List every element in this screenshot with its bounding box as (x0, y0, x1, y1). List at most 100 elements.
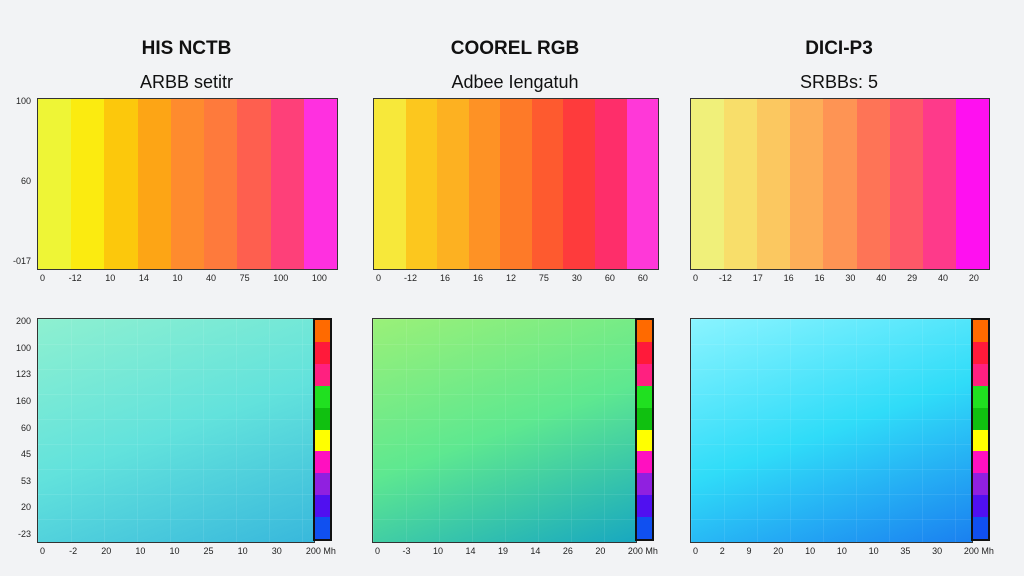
x-axis-ticks: 0 -12 16 16 12 75 30 60 60 (376, 273, 648, 283)
heatmap-column (437, 99, 469, 269)
heatmap-column (71, 99, 105, 269)
heatmap-panel (690, 98, 990, 270)
x-tick-label: 16 (472, 273, 483, 283)
colorbar-segment (315, 429, 330, 452)
x-tick-label: -12 (403, 273, 417, 283)
cell-grid (691, 319, 972, 542)
colorbar-segment (315, 473, 330, 496)
x-tick-label: 200 Mh (627, 546, 658, 556)
x-tick-label: 40 (206, 273, 217, 283)
heatmap-column (170, 99, 205, 269)
x-tick-label: 40 (938, 273, 949, 283)
y-tick-label: -23 (17, 529, 31, 539)
y-tick-label: 100 (15, 96, 31, 106)
colorbar (635, 318, 654, 541)
colorbar-segment (973, 341, 988, 364)
x-tick-label: 25 (203, 546, 214, 556)
x-tick-label: 9 (746, 546, 752, 556)
x-tick-label: 20 (968, 273, 979, 283)
x-tick-label: -2 (69, 546, 78, 556)
heatmap-column (856, 99, 890, 269)
x-axis-ticks: 0 -3 10 14 19 14 26 20 200 Mh (375, 546, 658, 556)
x-tick-label: 26 (562, 546, 573, 556)
x-tick-label: 10 (432, 546, 443, 556)
heatmap-column (38, 99, 72, 269)
x-tick-label: 20 (773, 546, 784, 556)
heatmap-column (790, 99, 824, 269)
x-tick-label: 75 (538, 273, 549, 283)
colorbar-segment (637, 473, 652, 496)
colorbar-segment (637, 429, 652, 452)
heatmap-column (889, 99, 923, 269)
heatmap-panel (37, 98, 338, 270)
heatmap-panel (690, 318, 973, 543)
x-axis-ticks: 0 2 9 20 10 10 10 35 30 200 Mh (693, 546, 994, 556)
y-tick-label: 160 (15, 395, 31, 406)
x-axis-ticks: 0 -2 20 10 10 25 10 30 200 Mh (40, 546, 336, 556)
x-tick-label: 0 (40, 546, 46, 556)
colorbar-segment (973, 363, 988, 386)
heatmap-column (137, 99, 171, 269)
x-tick-label: 20 (595, 546, 606, 556)
y-tick-label: 123 (15, 369, 31, 380)
colorbar-segment (973, 320, 988, 342)
x-tick-label: 10 (237, 546, 248, 556)
x-tick-label: 10 (105, 273, 116, 283)
heatmap-column (823, 99, 857, 269)
heatmap-column (303, 99, 337, 269)
colorbar-segment (637, 451, 652, 474)
y-tick-label: 45 (20, 449, 31, 460)
x-tick-label: 10 (172, 273, 183, 283)
x-axis-ticks: 0 -12 17 16 16 30 40 29 40 20 (693, 273, 979, 283)
x-tick-label: 100 (311, 273, 327, 283)
colorbar-segment (315, 495, 330, 518)
y-tick-label: 60 (20, 176, 31, 186)
colorbar-segment (637, 385, 652, 408)
x-tick-label: 0 (693, 546, 699, 556)
x-tick-label: -3 (402, 546, 411, 556)
colorbar-segment (315, 517, 330, 540)
colorbar-segment (637, 407, 652, 430)
x-tick-label: 60 (637, 273, 648, 283)
x-tick-label: 0 (40, 273, 46, 283)
x-tick-label: 75 (239, 273, 250, 283)
colorbar-segment (315, 320, 330, 342)
colorbar-segment (315, 341, 330, 364)
x-tick-label: 0 (375, 546, 381, 556)
x-tick-label: 30 (271, 546, 282, 556)
x-tick-label: 10 (169, 546, 180, 556)
colorbar (313, 318, 332, 541)
chart-subtitle: Adbee Iengatuh (451, 72, 579, 92)
x-tick-label: 10 (805, 546, 816, 556)
heatmap-column (237, 99, 271, 269)
colorbar-segment (973, 451, 988, 474)
heatmap-column (531, 99, 564, 269)
y-tick-label: 200 (15, 316, 31, 326)
heatmap-column (922, 99, 956, 269)
heatmap-column (691, 99, 725, 269)
x-tick-label: 35 (900, 546, 911, 556)
x-tick-label: 10 (868, 546, 879, 556)
x-tick-label: 14 (465, 546, 476, 556)
heatmap-column (500, 99, 532, 269)
heatmap-column (405, 99, 438, 269)
y-tick-label: 60 (20, 422, 31, 433)
heatmap-column (724, 99, 758, 269)
x-tick-label: 30 (845, 273, 856, 283)
heatmap-panel (372, 318, 637, 543)
x-tick-label: 0 (376, 273, 382, 283)
x-tick-label: 16 (783, 273, 794, 283)
x-tick-label: 0 (693, 273, 699, 283)
x-tick-label: -12 (718, 273, 732, 283)
x-tick-label: 30 (571, 273, 582, 283)
colorbar-segment (973, 407, 988, 430)
colorbar-segment (637, 341, 652, 364)
colorbar-segment (637, 495, 652, 518)
x-tick-label: 100 (273, 273, 289, 283)
colorbar (971, 318, 990, 541)
heatmap-column (563, 99, 595, 269)
x-tick-label: 16 (439, 273, 450, 283)
x-tick-label: 12 (505, 273, 516, 283)
y-tick-label: 100 (15, 342, 31, 353)
heatmap-panel (37, 318, 315, 543)
